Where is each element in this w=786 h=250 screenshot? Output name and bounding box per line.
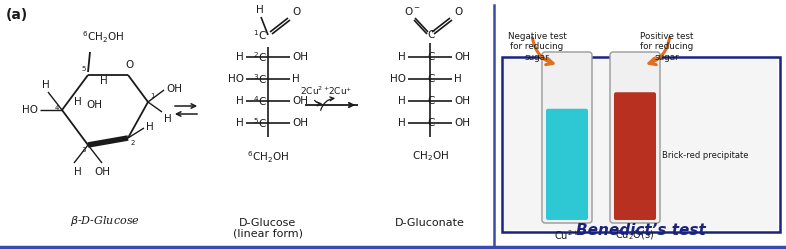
Text: 1: 1 xyxy=(150,93,155,99)
Text: $^6$CH$_2$OH: $^6$CH$_2$OH xyxy=(82,30,124,45)
Text: 2Cu$^{2+}$: 2Cu$^{2+}$ xyxy=(300,84,330,97)
Text: 2: 2 xyxy=(131,140,135,146)
Text: C: C xyxy=(428,118,435,128)
Text: Benedict’s test: Benedict’s test xyxy=(576,223,706,238)
Text: Negative test
for reducing
sugar: Negative test for reducing sugar xyxy=(508,32,567,62)
Text: O: O xyxy=(125,60,133,70)
Text: H: H xyxy=(237,52,244,62)
Text: O: O xyxy=(292,7,300,17)
Text: $^3$C: $^3$C xyxy=(253,72,267,86)
Text: $^6$CH$_2$OH: $^6$CH$_2$OH xyxy=(247,149,289,164)
Text: H: H xyxy=(256,5,264,15)
Text: 4: 4 xyxy=(54,105,59,111)
FancyBboxPatch shape xyxy=(542,52,592,223)
Text: H: H xyxy=(74,167,82,177)
Text: H: H xyxy=(42,80,50,90)
Text: 5: 5 xyxy=(82,66,86,72)
Text: OH: OH xyxy=(86,100,102,110)
Text: $^5$C: $^5$C xyxy=(253,116,267,130)
Text: OH: OH xyxy=(454,52,470,62)
Text: D-Gluconate: D-Gluconate xyxy=(395,218,465,228)
Text: HO: HO xyxy=(228,74,244,84)
Text: H: H xyxy=(237,96,244,106)
Text: H: H xyxy=(399,118,406,128)
Text: H: H xyxy=(399,96,406,106)
Text: OH: OH xyxy=(454,118,470,128)
Text: C: C xyxy=(428,96,435,106)
Text: (linear form): (linear form) xyxy=(233,228,303,238)
Text: OH: OH xyxy=(292,96,308,106)
Text: $^4$C: $^4$C xyxy=(253,94,267,108)
Text: OH: OH xyxy=(166,84,182,94)
Text: OH: OH xyxy=(292,52,308,62)
Text: HO: HO xyxy=(390,74,406,84)
Text: H: H xyxy=(454,74,461,84)
Text: O: O xyxy=(454,7,462,17)
Text: D-Glucose: D-Glucose xyxy=(240,218,296,228)
FancyBboxPatch shape xyxy=(502,57,780,232)
Text: C: C xyxy=(428,74,435,84)
Text: Cu$^{2+}$: Cu$^{2+}$ xyxy=(554,228,580,242)
Text: OH: OH xyxy=(94,167,110,177)
Text: H: H xyxy=(100,76,108,86)
Text: OH: OH xyxy=(292,118,308,128)
Text: 3: 3 xyxy=(82,147,86,153)
Text: H: H xyxy=(146,122,154,132)
FancyBboxPatch shape xyxy=(504,59,778,230)
Text: H: H xyxy=(399,52,406,62)
Text: H: H xyxy=(237,118,244,128)
Text: C: C xyxy=(428,52,435,62)
Text: HO: HO xyxy=(22,105,38,115)
Text: H: H xyxy=(74,97,82,107)
Text: C: C xyxy=(428,30,435,40)
Text: Brick-red precipitate: Brick-red precipitate xyxy=(662,150,748,160)
FancyBboxPatch shape xyxy=(614,92,656,220)
Text: H: H xyxy=(164,114,172,124)
Text: O$^-$: O$^-$ xyxy=(403,5,421,17)
Text: Positive test
for reducing
sugar: Positive test for reducing sugar xyxy=(641,32,694,62)
Text: $^2$C: $^2$C xyxy=(253,50,267,64)
FancyBboxPatch shape xyxy=(610,52,660,223)
Text: OH: OH xyxy=(454,96,470,106)
Text: H: H xyxy=(292,74,299,84)
Text: Cu$_2$O(s): Cu$_2$O(s) xyxy=(615,228,655,241)
Text: $\beta$-D-Glucose: $\beta$-D-Glucose xyxy=(70,214,140,228)
Text: (a): (a) xyxy=(6,8,28,22)
Text: 2Cu$^{+}$: 2Cu$^{+}$ xyxy=(328,85,352,97)
Text: CH$_2$OH: CH$_2$OH xyxy=(412,149,449,163)
Text: $^1$C: $^1$C xyxy=(253,28,267,42)
FancyBboxPatch shape xyxy=(546,109,588,220)
